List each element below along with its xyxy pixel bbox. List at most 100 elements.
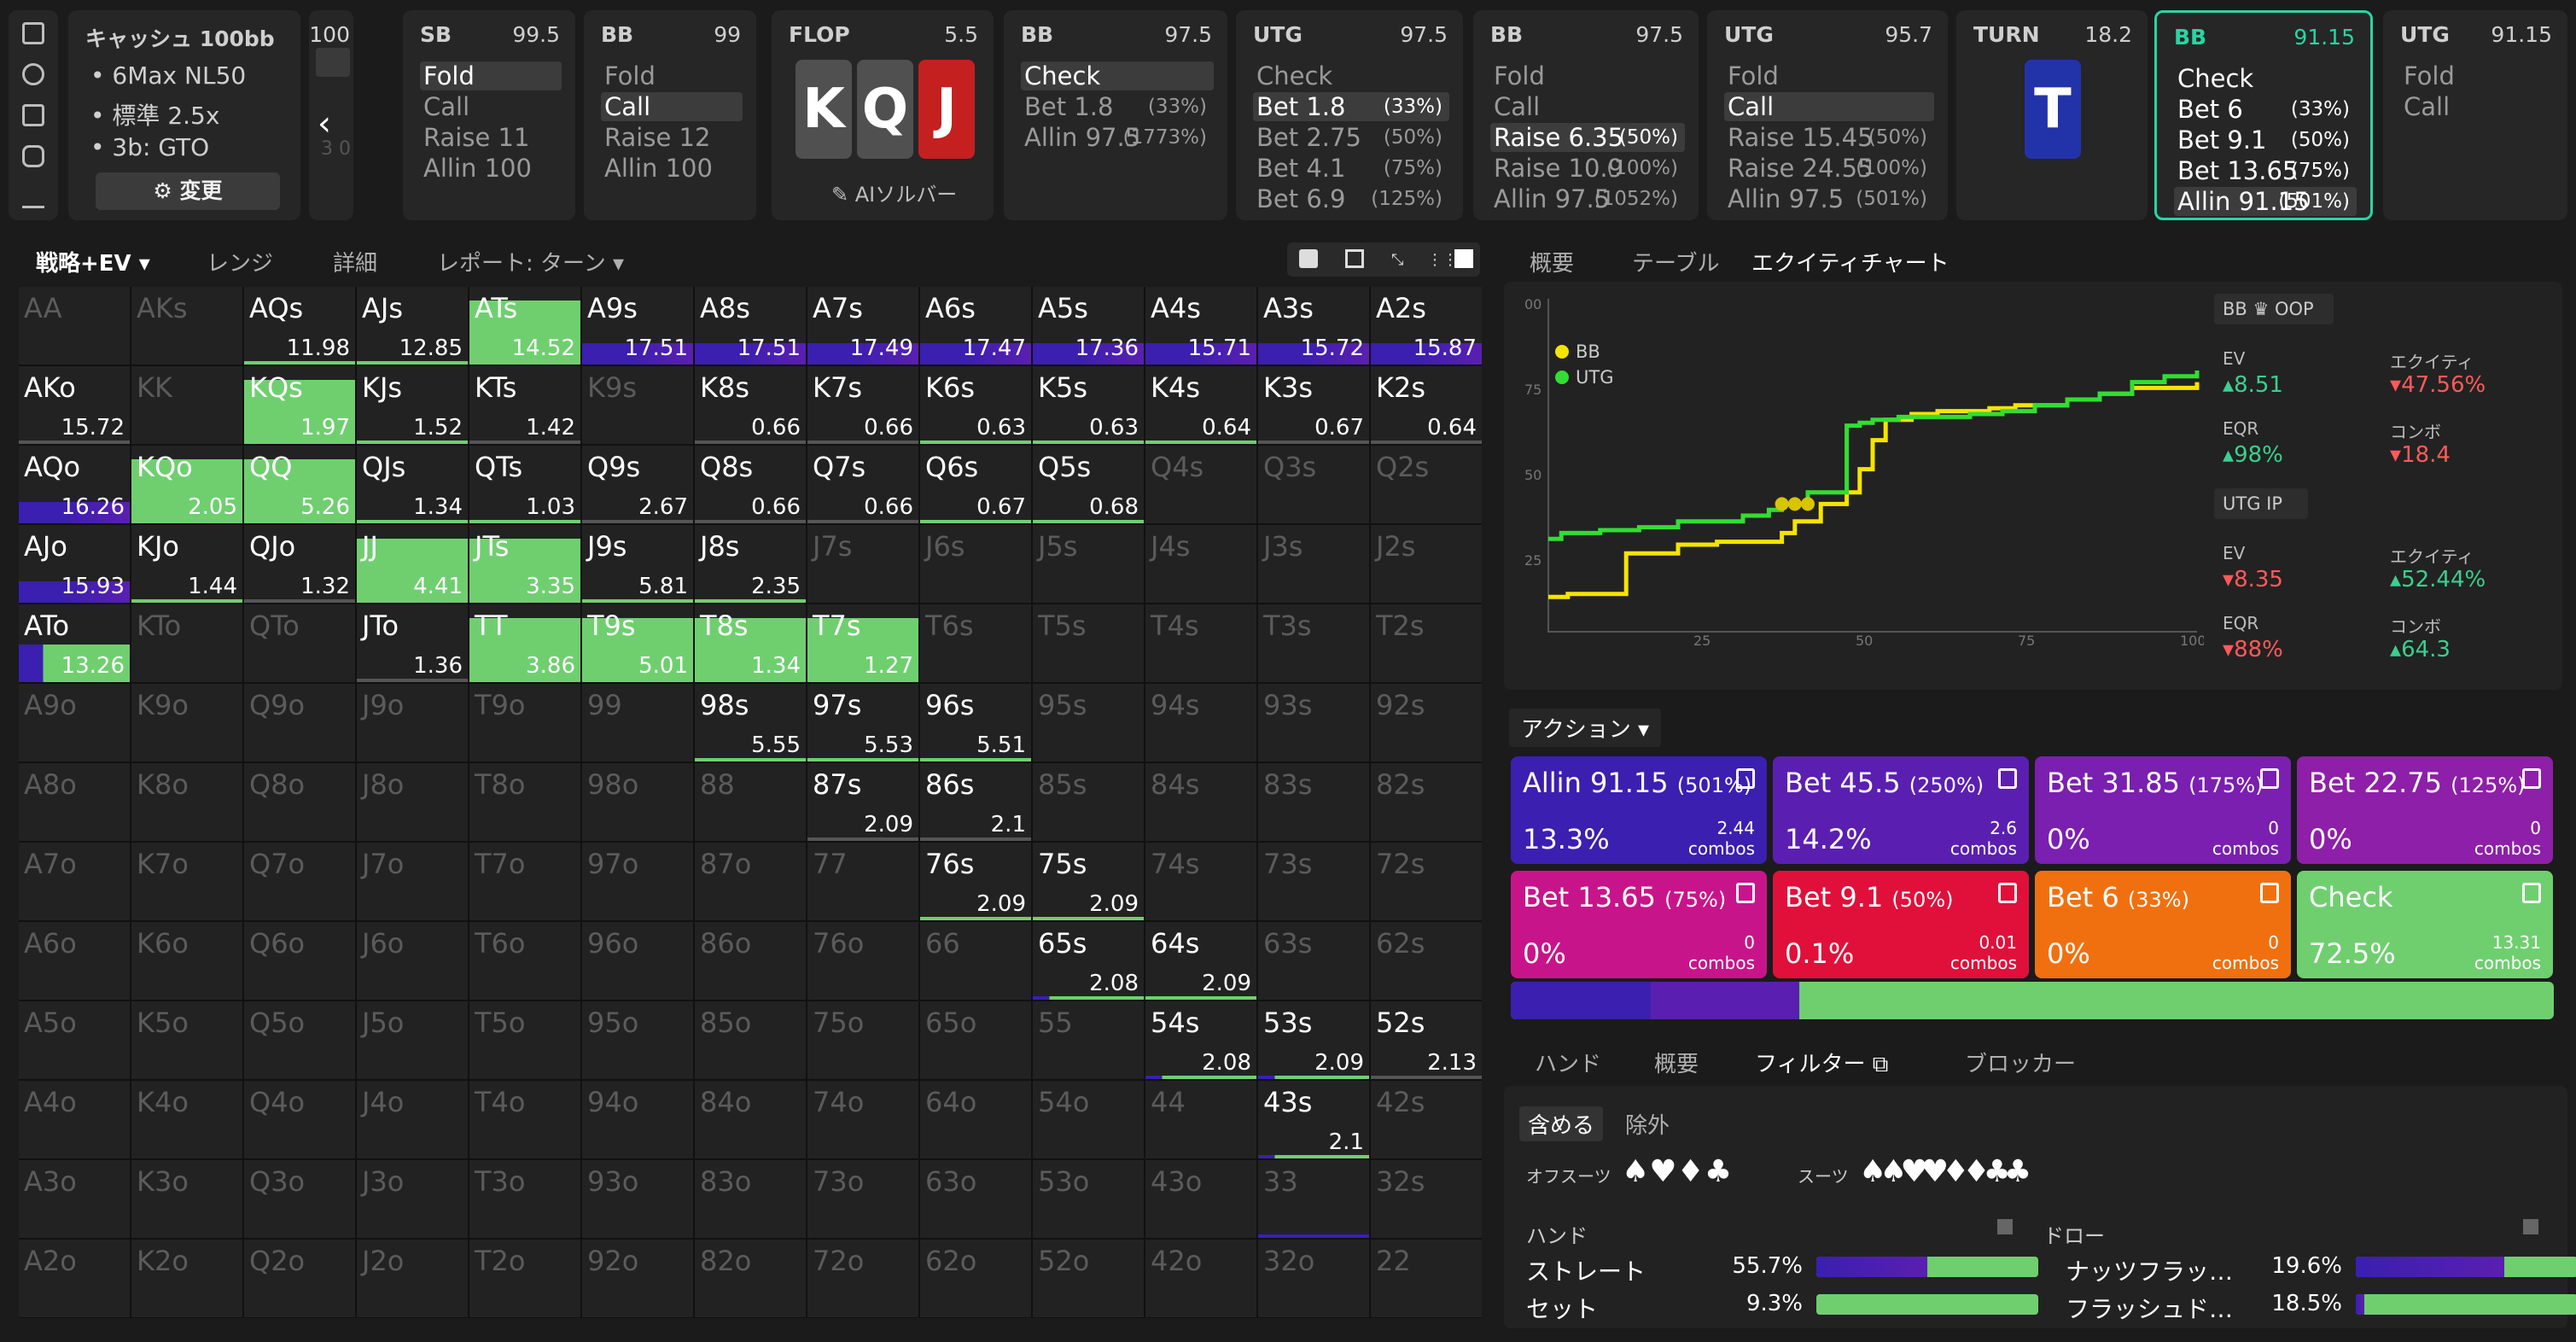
- hand-cell[interactable]: AA: [19, 287, 130, 365]
- tab-report[interactable]: レポート: ターン ▾: [437, 251, 625, 277]
- hand-cell[interactable]: ATo 13.26: [19, 604, 130, 682]
- back-nav-card[interactable]: 100 ‹ 3 0: [309, 10, 353, 220]
- hand-cell[interactable]: A4o: [19, 1081, 130, 1158]
- card-row[interactable]: Bet 13.65 (75%): [2177, 156, 2350, 185]
- hand-cell[interactable]: 94o: [582, 1081, 693, 1158]
- hand-cell[interactable]: AQs 11.98: [244, 287, 355, 365]
- hand-cell[interactable]: AKs: [131, 287, 242, 365]
- hand-cell[interactable]: 97s 5.53: [807, 684, 918, 761]
- hand-cell[interactable]: T6s: [920, 604, 1031, 682]
- hand-cell[interactable]: A3o: [19, 1160, 130, 1238]
- compress-icon[interactable]: ⤡: [1391, 251, 1404, 269]
- card-row[interactable]: Bet 6.9 (125%): [1256, 184, 1442, 213]
- hand-cell[interactable]: 66: [920, 922, 1031, 1000]
- draw-checkbox[interactable]: [2523, 1219, 2538, 1234]
- hand-cell[interactable]: A2o: [19, 1240, 130, 1317]
- hand-cell[interactable]: 88: [695, 763, 806, 841]
- hand-cell[interactable]: T3o: [469, 1160, 580, 1238]
- turn-card[interactable]: TURN 18.2 T: [1956, 10, 2148, 220]
- hand-cell[interactable]: T2o: [469, 1240, 580, 1317]
- hand-cell[interactable]: K6o: [131, 922, 242, 1000]
- hand-cell[interactable]: 33: [1258, 1160, 1369, 1238]
- marker-point[interactable]: [1801, 497, 1815, 511]
- hand-cell[interactable]: 87o: [695, 843, 806, 920]
- doc-icon[interactable]: [1998, 768, 2017, 789]
- action-card-6[interactable]: BB 91.15 Check Bet 6 (33%) Bet 9.1 (50%) Bet 13…: [2154, 10, 2373, 220]
- hand-cell[interactable]: 74o: [807, 1081, 918, 1158]
- card-row[interactable]: Raise 12: [604, 123, 711, 152]
- hand-cell[interactable]: Q5s 0.68: [1033, 446, 1144, 523]
- square-icon[interactable]: [1454, 249, 1473, 268]
- card-row[interactable]: Bet 4.1 (75%): [1256, 154, 1442, 183]
- hand-cell[interactable]: Q6o: [244, 922, 355, 1000]
- hand-cell[interactable]: J9s 5.81: [582, 525, 693, 603]
- card-row[interactable]: Allin 91.15 (501%): [2174, 187, 2357, 216]
- hand-cell[interactable]: KTs 1.42: [469, 366, 580, 444]
- hand-cell[interactable]: 73o: [807, 1160, 918, 1238]
- tab-details[interactable]: 詳細: [333, 251, 378, 277]
- doc-icon[interactable]: [1998, 883, 2017, 903]
- hand-cell[interactable]: A3s 15.72: [1258, 287, 1369, 365]
- hand-cell[interactable]: K2o: [131, 1240, 242, 1317]
- hand-cell[interactable]: K4o: [131, 1081, 242, 1158]
- hand-cell[interactable]: 84s: [1145, 763, 1256, 841]
- hand-cell[interactable]: T4s: [1145, 604, 1256, 682]
- hand-cell[interactable]: T7o: [469, 843, 580, 920]
- hand-cell[interactable]: Q6s 0.67: [920, 446, 1031, 523]
- hand-cell[interactable]: J4s: [1145, 525, 1256, 603]
- hand-cell[interactable]: J8o: [357, 763, 468, 841]
- action-card-3[interactable]: UTG 97.5 Check Bet 1.8 (33%) Bet 2.75 (50%) Bet…: [1236, 10, 1463, 220]
- half-square-icon[interactable]: [1345, 249, 1364, 268]
- hand-cell[interactable]: K5s 0.63: [1033, 366, 1144, 444]
- hand-cell[interactable]: T2s: [1371, 604, 1482, 682]
- hand-cell[interactable]: 97o: [582, 843, 693, 920]
- hand-cell[interactable]: Q4o: [244, 1081, 355, 1158]
- doc-icon[interactable]: [1736, 768, 1755, 789]
- hand-cell[interactable]: K7s 0.66: [807, 366, 918, 444]
- tab-hand[interactable]: ハンド: [1535, 1052, 1602, 1077]
- hand-cell[interactable]: 98o: [582, 763, 693, 841]
- hand-cell[interactable]: 64s 2.09: [1145, 922, 1256, 1000]
- hand-cell[interactable]: T9o: [469, 684, 580, 761]
- card-row[interactable]: Bet 1.8 (33%): [1024, 92, 1207, 121]
- hand-cell[interactable]: J4o: [357, 1081, 468, 1158]
- hand-cell[interactable]: 93s: [1258, 684, 1369, 761]
- hand-cell[interactable]: JJ 4.41: [357, 525, 468, 603]
- hand-cell[interactable]: 92o: [582, 1240, 693, 1317]
- hand-cell[interactable]: Q7s 0.66: [807, 446, 918, 523]
- card-row[interactable]: Bet 6 (33%): [2177, 95, 2350, 124]
- hand-cell[interactable]: 73s: [1258, 843, 1369, 920]
- hand-cell[interactable]: 99: [582, 684, 693, 761]
- hand-cell[interactable]: T6o: [469, 922, 580, 1000]
- hand-cell[interactable]: 64o: [920, 1081, 1031, 1158]
- hand-cell[interactable]: 93o: [582, 1160, 693, 1238]
- hand-cell[interactable]: J5s: [1033, 525, 1144, 603]
- hand-cell[interactable]: 53o: [1033, 1160, 1144, 1238]
- hand-cell[interactable]: A5s 17.36: [1033, 287, 1144, 365]
- hand-cell[interactable]: 74s: [1145, 843, 1256, 920]
- hand-cell[interactable]: A7o: [19, 843, 130, 920]
- doc-icon[interactable]: [2522, 883, 2541, 903]
- hand-cell[interactable]: 55: [1033, 1001, 1144, 1079]
- hand-cell[interactable]: 32s: [1371, 1160, 1482, 1238]
- action-card-2[interactable]: BB 97.5 Check Bet 1.8 (33%) Allin 97.5 (1773%): [1004, 10, 1227, 220]
- action-button-3[interactable]: Bet 22.75 (125%) 0% 0 combos: [2297, 756, 2553, 864]
- hand-cell[interactable]: 62s: [1371, 922, 1482, 1000]
- tab-filter[interactable]: フィルター ⧉: [1755, 1052, 1889, 1077]
- tab-range[interactable]: レンジ: [207, 251, 274, 277]
- hand-cell[interactable]: QTs 1.03: [469, 446, 580, 523]
- hand-cell[interactable]: 44: [1145, 1081, 1256, 1158]
- hand-cell[interactable]: 62o: [920, 1240, 1031, 1317]
- action-button-0[interactable]: Allin 91.15 (501%) 13.3% 2.44 combos: [1511, 756, 1767, 864]
- hand-cell[interactable]: Q3o: [244, 1160, 355, 1238]
- hand-cell[interactable]: AKo 15.72: [19, 366, 130, 444]
- hand-cell[interactable]: A9s 17.51: [582, 287, 693, 365]
- hand-cell[interactable]: Q8s 0.66: [695, 446, 806, 523]
- hand-cell[interactable]: 82s: [1371, 763, 1482, 841]
- hand-cell[interactable]: K5o: [131, 1001, 242, 1079]
- doc-icon[interactable]: [1736, 883, 1755, 903]
- hand-cell[interactable]: Q2o: [244, 1240, 355, 1317]
- hand-cell[interactable]: KJs 1.52: [357, 366, 468, 444]
- hand-cell[interactable]: J7o: [357, 843, 468, 920]
- hand-cell[interactable]: 42s: [1371, 1081, 1482, 1158]
